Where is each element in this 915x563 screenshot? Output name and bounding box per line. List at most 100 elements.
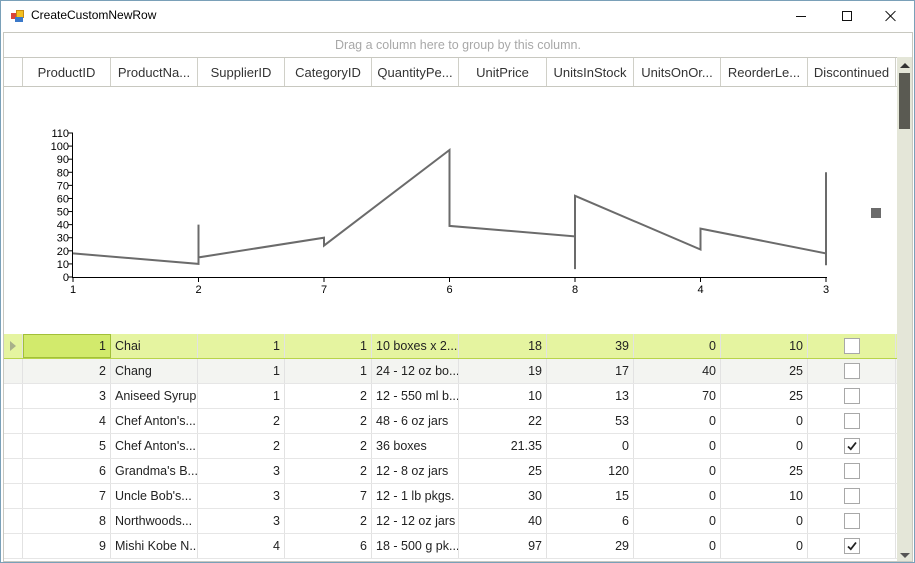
scrollbar-thumb[interactable] [899,73,910,129]
cell-categoryid[interactable]: 2 [285,434,372,458]
cell-supplierid[interactable]: 1 [198,384,285,408]
data-grid[interactable]: Drag a column here to group by this colu… [3,32,913,562]
group-by-panel[interactable]: Drag a column here to group by this colu… [4,33,912,57]
cell-unitprice[interactable]: 40 [459,509,547,533]
cell-quantityperunit[interactable]: 18 - 500 g pk... [372,534,459,558]
cell-discontinued[interactable] [808,509,896,533]
cell-unitsinstock[interactable]: 15 [547,484,634,508]
cell-categoryid[interactable]: 7 [285,484,372,508]
discontinued-checkbox[interactable] [843,488,860,504]
cell-discontinued[interactable] [808,359,896,383]
cell-productid[interactable]: 8 [23,509,111,533]
vertical-scrollbar[interactable] [897,57,912,561]
cell-productname[interactable]: Chai [111,334,198,358]
cell-supplierid[interactable]: 2 [198,409,285,433]
cell-productname[interactable]: Northwoods... [111,509,198,533]
table-row[interactable]: 7 Uncle Bob's... 3 7 12 - 1 lb pkgs. 30 15 0 10 [4,484,897,509]
row-indicator[interactable] [4,509,23,533]
column-header-quantityperunit[interactable]: QuantityPe... [372,58,459,86]
discontinued-checkbox[interactable] [843,513,860,529]
column-header-productname[interactable]: ProductNa... [111,58,198,86]
discontinued-checkbox[interactable] [843,338,860,354]
cell-productname[interactable]: Chef Anton's... [111,409,198,433]
cell-unitsonorder[interactable]: 40 [634,359,721,383]
table-row[interactable]: 3 Aniseed Syrup 1 2 12 - 550 ml b... 10 13 70 25 [4,384,897,409]
cell-productid[interactable]: 5 [23,434,111,458]
cell-quantityperunit[interactable]: 12 - 550 ml b... [372,384,459,408]
cell-quantityperunit[interactable]: 12 - 1 lb pkgs. [372,484,459,508]
row-indicator[interactable] [4,359,23,383]
cell-reorderlevel[interactable]: 0 [721,409,808,433]
cell-unitsonorder[interactable]: 0 [634,509,721,533]
cell-categoryid[interactable]: 2 [285,459,372,483]
cell-discontinued[interactable] [808,484,896,508]
cell-reorderlevel[interactable]: 25 [721,459,808,483]
cell-productname[interactable]: Chang [111,359,198,383]
cell-quantityperunit[interactable]: 48 - 6 oz jars [372,409,459,433]
cell-supplierid[interactable]: 1 [198,334,285,358]
cell-supplierid[interactable]: 4 [198,534,285,558]
cell-unitprice[interactable]: 25 [459,459,547,483]
discontinued-checkbox[interactable] [843,388,860,404]
cell-unitprice[interactable]: 30 [459,484,547,508]
table-row[interactable]: 9 Mishi Kobe N... 4 6 18 - 500 g pk... 97 29 0 0 [4,534,897,559]
column-header-supplierid[interactable]: SupplierID [198,58,285,86]
row-indicator[interactable] [4,384,23,408]
cell-unitsinstock[interactable]: 29 [547,534,634,558]
row-indicator[interactable] [4,409,23,433]
cell-categoryid[interactable]: 1 [285,359,372,383]
column-header-unitsonorder[interactable]: UnitsOnOr... [634,58,721,86]
cell-unitsonorder[interactable]: 0 [634,534,721,558]
cell-productid[interactable]: 3 [23,384,111,408]
cell-unitsonorder[interactable]: 0 [634,434,721,458]
cell-reorderlevel[interactable]: 25 [721,359,808,383]
cell-unitsinstock[interactable]: 0 [547,434,634,458]
cell-productname[interactable]: Mishi Kobe N... [111,534,198,558]
cell-reorderlevel[interactable]: 0 [721,509,808,533]
scroll-down-arrow-icon[interactable] [900,553,910,558]
column-header-discontinued[interactable]: Discontinued [808,58,896,86]
table-row[interactable]: 1 Chai 1 1 10 boxes x 2... 18 39 0 10 [4,334,897,359]
cell-unitprice[interactable]: 22 [459,409,547,433]
cell-productid[interactable]: 6 [23,459,111,483]
table-row[interactable]: 8 Northwoods... 3 2 12 - 12 oz jars 40 6 0 0 [4,509,897,534]
cell-reorderlevel[interactable]: 10 [721,334,808,358]
cell-productid[interactable]: 7 [23,484,111,508]
cell-supplierid[interactable]: 1 [198,359,285,383]
cell-categoryid[interactable]: 2 [285,409,372,433]
cell-quantityperunit[interactable]: 10 boxes x 2... [372,334,459,358]
cell-productid[interactable]: 2 [23,359,111,383]
column-header-categoryid[interactable]: CategoryID [285,58,372,86]
cell-quantityperunit[interactable]: 36 boxes [372,434,459,458]
cell-reorderlevel[interactable]: 0 [721,534,808,558]
table-row[interactable]: 6 Grandma's B... 3 2 12 - 8 oz jars 25 120 0 25 [4,459,897,484]
cell-quantityperunit[interactable]: 24 - 12 oz bo... [372,359,459,383]
cell-unitsinstock[interactable]: 17 [547,359,634,383]
row-indicator[interactable] [4,484,23,508]
cell-quantityperunit[interactable]: 12 - 12 oz jars [372,509,459,533]
cell-productname[interactable]: Uncle Bob's... [111,484,198,508]
cell-unitsinstock[interactable]: 13 [547,384,634,408]
discontinued-checkbox[interactable] [843,363,860,379]
discontinued-checkbox[interactable] [843,463,860,479]
cell-discontinued[interactable] [808,459,896,483]
scroll-up-arrow-icon[interactable] [900,63,910,68]
cell-unitsinstock[interactable]: 6 [547,509,634,533]
discontinued-checkbox[interactable] [843,413,860,429]
cell-unitprice[interactable]: 18 [459,334,547,358]
cell-reorderlevel[interactable]: 25 [721,384,808,408]
cell-categoryid[interactable]: 2 [285,384,372,408]
discontinued-checkbox[interactable] [843,538,860,554]
cell-categoryid[interactable]: 2 [285,509,372,533]
row-indicator[interactable] [4,434,23,458]
close-button[interactable] [868,1,914,31]
column-header-unitprice[interactable]: UnitPrice [459,58,547,86]
cell-reorderlevel[interactable]: 0 [721,434,808,458]
cell-unitsonorder[interactable]: 0 [634,409,721,433]
table-row[interactable]: 4 Chef Anton's... 2 2 48 - 6 oz jars 22 53 0 0 [4,409,897,434]
minimize-button[interactable] [778,1,824,31]
table-row[interactable]: 2 Chang 1 1 24 - 12 oz bo... 19 17 40 25 [4,359,897,384]
cell-discontinued[interactable] [808,384,896,408]
column-header-unitsinstock[interactable]: UnitsInStock [547,58,634,86]
discontinued-checkbox[interactable] [843,438,860,454]
